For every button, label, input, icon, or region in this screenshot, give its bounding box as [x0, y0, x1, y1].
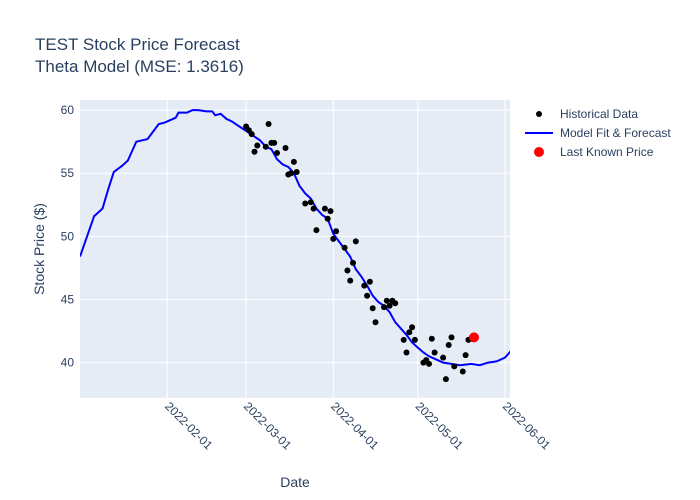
historical-data-point [369, 305, 376, 312]
historical-data-point [251, 148, 258, 155]
y-axis-title: Stock Price ($) [31, 203, 47, 295]
y-tick-label: 45 [61, 293, 75, 307]
historical-data-point [381, 304, 387, 311]
chart-title-line: TEST Stock Price Forecast [35, 35, 240, 54]
historical-data-point [426, 360, 432, 367]
x-tick-label: 2022-05-01 [413, 399, 467, 453]
historical-data-point [442, 376, 449, 383]
historical-data-point [372, 319, 379, 326]
legend-item[interactable]: Model Fit & Forecast [525, 126, 671, 140]
chart-title: TEST Stock Price Forecast Theta Model (M… [35, 34, 244, 78]
historical-data-point [265, 121, 272, 127]
legend-label: Last Known Price [560, 145, 654, 159]
historical-data-point [361, 282, 368, 289]
line-layer [80, 109, 510, 367]
x-tick-label: 2022-04-01 [328, 399, 382, 453]
x-tick-label: 2022-06-01 [500, 399, 554, 453]
historical-data-point [411, 336, 418, 343]
historical-data-point [451, 363, 458, 370]
historical-data-point [347, 277, 354, 284]
legend-item[interactable]: Last Known Price [534, 145, 654, 159]
grid [80, 100, 510, 398]
historical-data-point [310, 205, 317, 212]
historical-data-point [321, 205, 328, 212]
legend-label: Historical Data [560, 107, 638, 121]
historical-data-point [302, 200, 309, 207]
historical-data-point [431, 349, 438, 356]
series-line-model-fit [80, 109, 510, 367]
historical-data-point [262, 143, 269, 150]
marker-layer [243, 121, 479, 383]
historical-data-point [324, 215, 331, 222]
historical-data-point [313, 227, 320, 234]
historical-data-point [333, 228, 340, 235]
historical-data-point [445, 342, 452, 348]
chart-subtitle: Theta Model (MSE: 1.3616) [35, 57, 244, 76]
y-axis-ticks: 40 45 50 55 60 [61, 103, 75, 370]
x-tick-label: 2022-03-01 [241, 399, 295, 453]
historical-data-point [352, 238, 359, 245]
historical-data-point [254, 142, 261, 149]
historical-data-point [448, 334, 455, 341]
historical-data-point [274, 150, 280, 156]
historical-data-point [341, 244, 348, 251]
y-tick-label: 55 [61, 166, 75, 180]
legend-marker-swatch [536, 111, 542, 117]
plot-background [80, 100, 510, 398]
historical-data-point [271, 139, 278, 146]
x-axis-ticks: 2022-02-01 2022-03-01 2022-04-01 2022-05-01… [162, 399, 553, 453]
historical-data-point [440, 354, 447, 361]
historical-data-point [428, 335, 435, 342]
historical-data-point [366, 278, 373, 285]
historical-data-point [330, 235, 337, 242]
historical-data-point [282, 145, 289, 151]
legend-label: Model Fit & Forecast [560, 126, 671, 140]
x-axis-title: Date [280, 474, 310, 490]
historical-data-point [350, 259, 356, 266]
historical-data-point [386, 302, 393, 309]
legend-item[interactable]: Historical Data [536, 107, 638, 121]
historical-data-point [383, 297, 390, 304]
historical-data-point [344, 267, 351, 274]
last-known-price-point [469, 332, 479, 343]
historical-data-point [364, 292, 371, 299]
historical-data-point [293, 169, 300, 175]
historical-data-point [400, 336, 407, 343]
x-tick-label: 2022-02-01 [162, 399, 216, 453]
historical-data-point [406, 329, 413, 336]
legend-marker-swatch [534, 147, 544, 157]
historical-data-point [403, 349, 410, 356]
historical-data-point [392, 300, 399, 307]
historical-data-point [290, 158, 297, 165]
y-tick-label: 60 [61, 103, 75, 117]
historical-data-point [327, 208, 334, 215]
legend[interactable]: Historical Data Model Fit & Forecast Last … [525, 107, 671, 159]
historical-data-point [459, 368, 466, 375]
historical-data-point [248, 131, 255, 138]
y-tick-label: 50 [61, 229, 75, 243]
historical-data-point [307, 199, 314, 206]
historical-data-point [462, 352, 469, 359]
historical-data-point [409, 324, 416, 331]
historical-data-point [288, 170, 295, 177]
y-tick-label: 40 [61, 356, 75, 370]
